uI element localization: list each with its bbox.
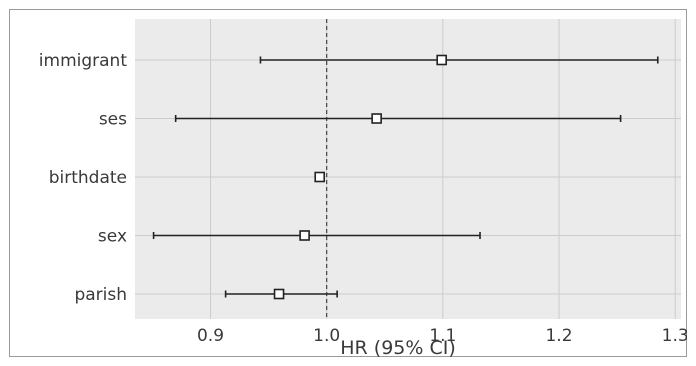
hr-marker-sex [299,230,310,241]
forest-plot-svg: immigrant ses birthdate sex parish 0.9 1.0 1.1 1… [9,9,687,357]
row-label-immigrant: immigrant [39,51,128,71]
row-label-birthdate: birthdate [49,168,127,188]
row-label-ses: ses [99,110,127,130]
x-tick-label-1: 1.0 [313,326,340,346]
x-axis-title: HR (95% CI) [340,337,456,357]
hr-marker-immigrant [436,54,447,66]
row-label-parish: parish [74,285,127,305]
x-tick-label-0: 0.9 [197,326,224,346]
hr-marker-ses [371,113,382,124]
x-tick-label-4: 1.3 [662,326,687,346]
hr-marker-parish [273,288,285,300]
x-tick-label-2: 1.1 [429,326,456,346]
forest-plot: immigrant ses birthdate sex parish 0.9 1.0 1.1 1… [9,9,687,357]
x-tick-label-3: 1.2 [545,326,572,346]
plot-area [135,19,681,319]
hr-marker-birthdate [314,171,326,183]
row-label-sex: sex [98,227,127,247]
